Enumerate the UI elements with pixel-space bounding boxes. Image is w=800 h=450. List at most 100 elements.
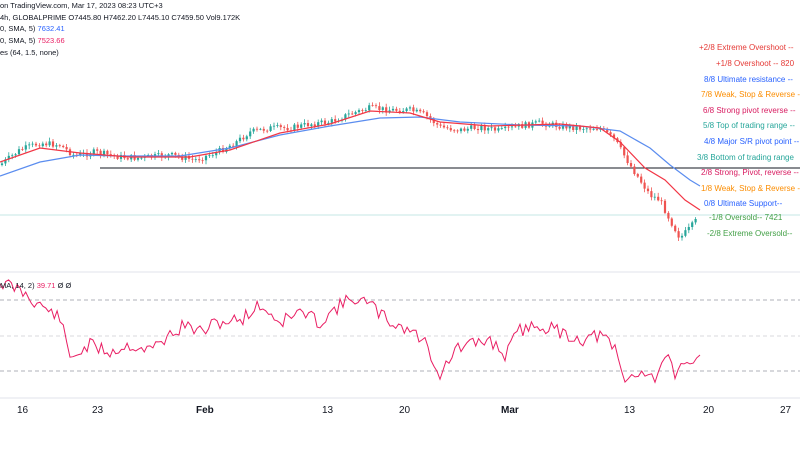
rsi-label: MA, 14, 2): [0, 281, 35, 290]
murrey-level-5: 5/8 Top of trading range --: [703, 121, 795, 130]
candle-body: [534, 121, 537, 123]
candle-body: [660, 200, 663, 202]
candle-body: [262, 128, 265, 131]
candle-body: [310, 124, 313, 127]
candle-body: [92, 149, 95, 155]
candle-body: [442, 125, 446, 128]
time-tick: 16: [17, 405, 29, 416]
candle-body: [582, 129, 585, 131]
candle-body: [667, 212, 670, 219]
candle-body: [368, 105, 371, 111]
murrey-level-p1: +1/8 Overshoot -- 820: [716, 59, 795, 68]
candle-body: [364, 110, 367, 112]
candle-body: [116, 155, 119, 159]
candle-body: [446, 127, 449, 129]
candle-body: [449, 128, 452, 131]
candle-body: [578, 126, 582, 130]
candle-body: [119, 154, 123, 159]
candle-body: [31, 143, 34, 145]
candle-body: [232, 145, 235, 147]
murrey-level-m1: -1/8 Oversold-- 7421: [709, 213, 783, 222]
candle-body: [279, 125, 282, 128]
candle-body: [507, 126, 510, 128]
candle-body: [72, 154, 75, 156]
candle-body: [657, 196, 660, 201]
candle-body: [21, 149, 24, 150]
candle-body: [4, 159, 7, 164]
time-tick: 27: [780, 405, 792, 416]
candle-body: [228, 145, 231, 149]
candle-body: [425, 112, 429, 117]
candle-body: [500, 128, 503, 129]
source-line: on TradingView.com, Mar 17, 2023 08:23 U…: [0, 1, 163, 10]
candle-body: [619, 142, 622, 148]
candle-body: [14, 154, 17, 156]
candle-body: [694, 218, 697, 223]
candle-body: [398, 110, 401, 113]
candle-body: [51, 141, 55, 147]
murrey-level-0: 0/8 Ultimate Support--: [704, 199, 783, 208]
candle-body: [201, 160, 204, 162]
candle-body: [412, 107, 415, 112]
candle-body: [266, 130, 269, 132]
candle-body: [221, 148, 225, 152]
candle-body: [181, 156, 184, 160]
candle-body: [504, 126, 507, 129]
candle-body: [55, 145, 58, 147]
sma1-legend[interactable]: 0, SMA, 5) 7632.41: [0, 24, 65, 34]
candle-body: [300, 124, 303, 128]
murrey-level-8: 8/8 Ultimate resistance --: [704, 75, 793, 84]
candle-body: [62, 145, 65, 148]
candle-body: [371, 105, 374, 107]
candle-body: [17, 149, 21, 155]
candle-body: [670, 218, 673, 226]
candle-body: [211, 155, 214, 157]
candle-body: [184, 155, 187, 160]
candle-body: [514, 126, 517, 128]
candle-body: [174, 152, 177, 155]
candle-body: [136, 157, 140, 160]
candle-body: [252, 128, 255, 132]
sma-red-line: [0, 110, 701, 211]
candle-body: [490, 127, 493, 129]
candle-body: [34, 143, 38, 146]
candle-body: [541, 120, 544, 124]
candle-body: [303, 123, 306, 125]
candle-body: [286, 127, 289, 131]
time-tick: 23: [92, 405, 104, 416]
sma2-legend[interactable]: 0, SMA, 5) 7523.66: [0, 36, 65, 46]
candle-body: [208, 155, 211, 157]
candle-body: [0, 163, 4, 165]
candle-body: [79, 153, 82, 156]
candle-body: [626, 155, 629, 164]
candle-body: [28, 144, 31, 146]
candle-body: [283, 127, 286, 128]
time-tick: 13: [322, 405, 334, 416]
candle-body: [276, 125, 279, 126]
candle-body: [480, 125, 483, 131]
candle-body: [204, 155, 208, 161]
candle-body: [592, 129, 595, 130]
candle-body: [585, 128, 588, 130]
candle-body: [470, 125, 473, 129]
candle-body: [41, 143, 44, 147]
candle-body: [245, 136, 248, 140]
rsi-legend[interactable]: MA, 14, 2) 39.71 Ø Ø: [0, 281, 71, 291]
candle-body: [102, 150, 106, 155]
murrey-level-1: 1/8 Weak, Stop & Reverse --: [701, 184, 800, 193]
candle-body: [354, 112, 357, 115]
candle-body: [385, 107, 388, 113]
candle-body: [606, 128, 609, 133]
time-tick: 20: [399, 405, 411, 416]
candle-body: [334, 119, 337, 122]
candle-body: [575, 126, 578, 131]
symbol-ohlc-line: 4h, GLOBALPRIME O7445.80 H7462.20 L7445.…: [0, 13, 240, 23]
sma1-label: 0, SMA, 5): [0, 24, 36, 33]
candle-body: [381, 107, 384, 110]
murrey-level-m2: -2/8 Extreme Oversold--: [707, 229, 793, 238]
candle-body: [422, 111, 425, 113]
candle-body: [65, 147, 68, 150]
murrey-legend[interactable]: es (64, 1.5, none): [0, 48, 59, 57]
